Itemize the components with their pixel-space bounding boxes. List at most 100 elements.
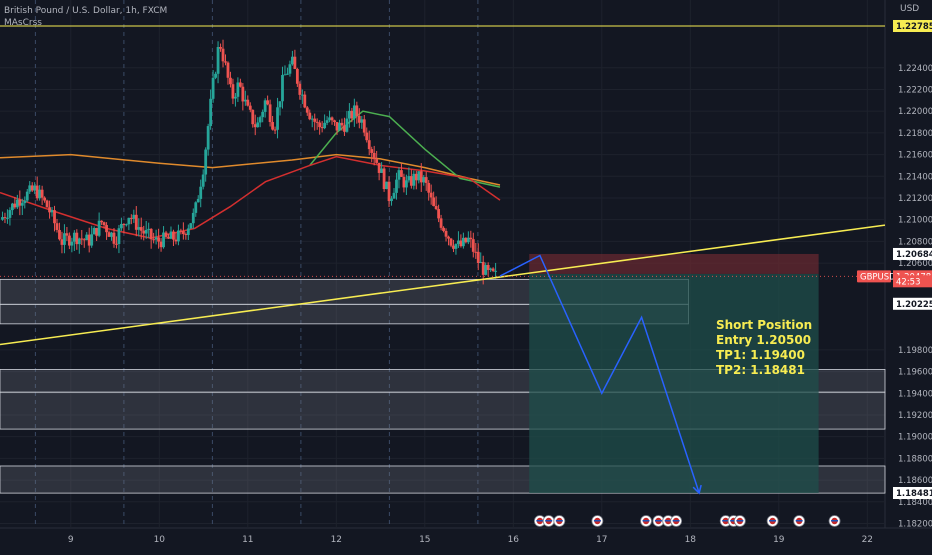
candle-body (65, 233, 69, 236)
candle-body (288, 64, 292, 74)
candle-body (281, 75, 284, 102)
candle-body (134, 214, 138, 230)
candle-body (263, 100, 267, 112)
candle-body (385, 181, 388, 190)
candle-body (139, 227, 143, 231)
price-tick-label: 1.19400 (898, 389, 932, 399)
candle-body (491, 268, 495, 271)
candle-body (424, 177, 428, 183)
candle-body (298, 83, 302, 95)
candle-body (102, 222, 106, 226)
candle-body (271, 122, 274, 130)
price-tick-label: 1.18200 (898, 519, 932, 529)
candle-body (152, 239, 156, 241)
candle-body (352, 105, 356, 119)
price-label-box-yellow (893, 20, 932, 32)
candle-body (216, 47, 220, 74)
price-label-box-countdown (893, 275, 932, 288)
candle-body (226, 62, 230, 78)
candle-body (442, 227, 445, 231)
candle-body (377, 162, 381, 173)
symbol-title[interactable]: British Pound / U.S. Dollar, 1h, FXCM (4, 6, 168, 16)
price-tick-label: 1.18600 (898, 476, 932, 486)
candle-body (261, 111, 265, 118)
candle-body (380, 168, 384, 173)
candle-body (392, 192, 396, 199)
candle-body (53, 210, 56, 224)
candle-body (466, 237, 470, 243)
candle-body (397, 170, 401, 180)
candle-body (48, 207, 51, 213)
candle-body (286, 73, 289, 75)
candle-body (333, 120, 336, 123)
price-tick-label: 1.21800 (898, 129, 932, 139)
candle-body (179, 230, 183, 232)
price-label-box-white (893, 247, 932, 260)
candle-body (115, 243, 118, 245)
candle-body (181, 231, 185, 235)
price-tick-label: 1.22400 (898, 64, 932, 74)
candle-body (328, 117, 331, 121)
candle-body (303, 94, 307, 108)
candle-body (437, 209, 441, 219)
candle-body (45, 200, 49, 208)
candle-body (43, 197, 47, 201)
candle-body (238, 82, 242, 87)
chart-legend: British Pound / U.S. Dollar, 1h, FXCM MA… (4, 5, 167, 29)
candle-body (159, 241, 163, 248)
candlesticks (1, 39, 497, 285)
candle-body (464, 237, 468, 243)
candle-body (20, 203, 24, 206)
candle-body (117, 228, 121, 245)
candle-body (206, 126, 210, 150)
price-tick-label: 1.21000 (898, 216, 932, 226)
candle-body (3, 217, 7, 219)
candle-body (164, 232, 168, 237)
candle-body (107, 232, 111, 237)
candle-body (174, 239, 178, 242)
candle-body (199, 186, 203, 199)
projection-path (499, 254, 700, 494)
candle-body (320, 127, 324, 129)
candle-body (474, 251, 478, 253)
projection-arrowhead (692, 484, 702, 495)
candle-body (177, 230, 180, 242)
candle-body (345, 118, 349, 132)
candle-body (127, 217, 131, 225)
candle-body (30, 185, 34, 191)
event-flag-icon-stripe (831, 520, 839, 522)
candle-body (95, 228, 99, 236)
candle-body (221, 48, 225, 62)
candle-body (449, 238, 453, 246)
candle-body (494, 270, 497, 272)
indicator-label[interactable]: MAsCrss (4, 18, 42, 28)
candle-body (129, 217, 133, 219)
candle-body (481, 261, 485, 275)
candle-body (429, 192, 433, 198)
candle-body (234, 96, 237, 99)
candle-body (479, 261, 483, 264)
time-tick-label: 22 (862, 535, 873, 545)
candle-body (110, 232, 113, 237)
candle-body (189, 223, 193, 229)
candle-body (355, 105, 359, 116)
candle-body (28, 185, 32, 192)
candle-body (191, 212, 195, 224)
candle-body (6, 217, 9, 219)
candle-body (55, 223, 59, 230)
price-tick-label: 1.19600 (898, 368, 932, 378)
stop-loss-zone (529, 253, 819, 274)
candle-body (72, 232, 76, 242)
candle-body (157, 237, 160, 242)
candle-body (434, 205, 438, 210)
event-flag-icon-stripe (672, 520, 680, 522)
candle-body (400, 170, 403, 177)
event-flag-icon-stripe (555, 520, 563, 522)
candle-body (25, 191, 29, 201)
candle-body (471, 239, 475, 252)
candle-body (253, 124, 257, 128)
candle-body (18, 199, 22, 206)
candle-body (484, 265, 488, 275)
